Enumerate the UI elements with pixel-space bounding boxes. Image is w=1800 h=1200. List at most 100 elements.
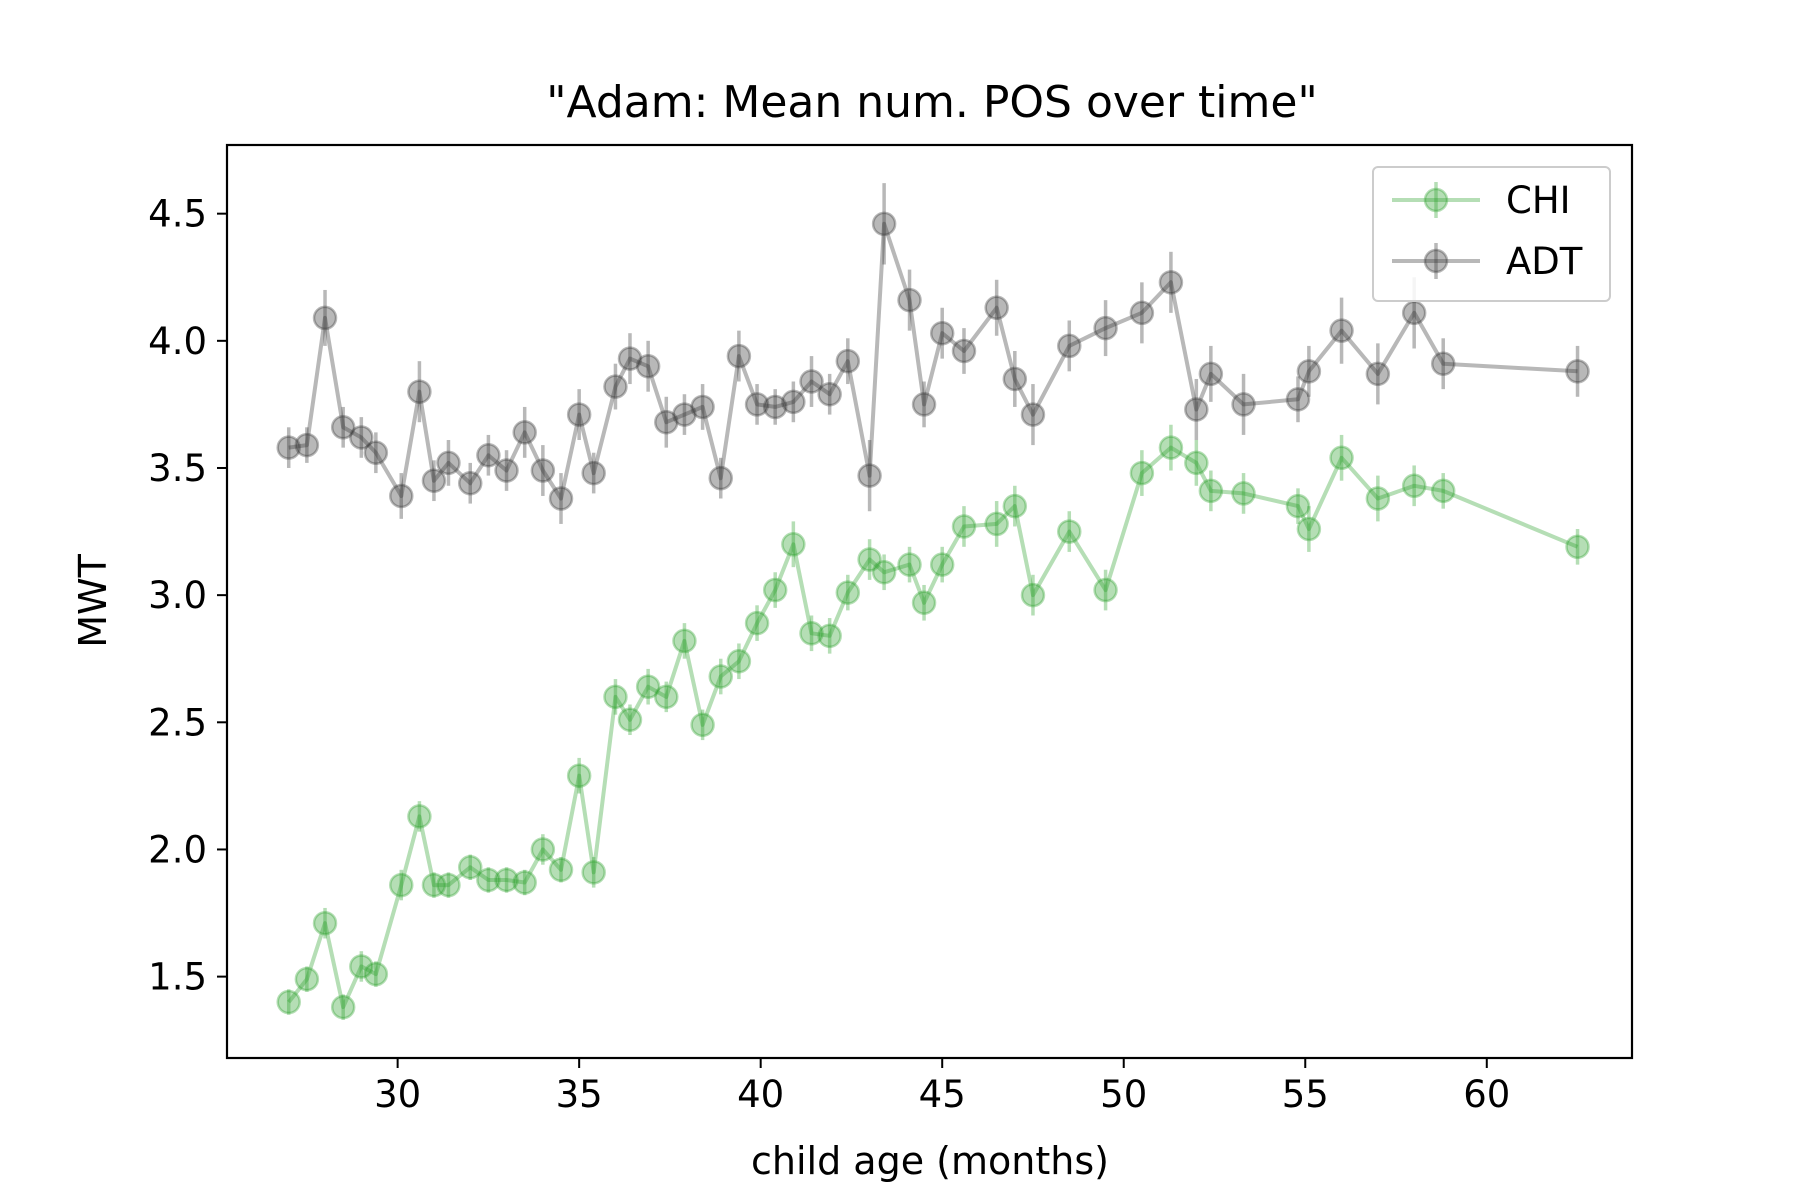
data-point xyxy=(617,707,643,733)
data-point xyxy=(1296,359,1322,384)
x-tick-label: 50 xyxy=(1100,1073,1147,1116)
data-point xyxy=(276,435,301,460)
legend: CHI ADT xyxy=(1372,166,1611,302)
y-tick-label: 2.5 xyxy=(148,701,207,744)
data-point xyxy=(421,872,447,898)
data-point xyxy=(1565,359,1590,384)
data-point xyxy=(726,343,752,369)
data-point xyxy=(951,338,977,364)
data-point xyxy=(708,465,733,491)
x-tick-label: 55 xyxy=(1282,1073,1329,1116)
plot-frame xyxy=(225,143,1634,1060)
data-point xyxy=(951,514,977,539)
data-point xyxy=(984,295,1009,321)
data-point xyxy=(871,560,897,585)
plot-area xyxy=(276,183,1590,1020)
data-point xyxy=(330,994,356,1020)
data-point xyxy=(312,305,338,331)
data-point xyxy=(781,389,806,415)
data-point xyxy=(1430,478,1456,504)
data-point xyxy=(407,804,432,829)
data-point xyxy=(726,649,752,674)
series-line xyxy=(287,445,1579,1010)
data-point xyxy=(654,684,679,710)
data-point xyxy=(690,394,715,420)
data-point xyxy=(476,867,501,893)
data-point xyxy=(1365,361,1391,387)
data-point xyxy=(799,621,824,646)
data-point xyxy=(911,392,937,417)
data-point xyxy=(457,855,483,880)
data-point xyxy=(672,402,697,427)
data-point xyxy=(363,961,389,987)
data-point xyxy=(1129,460,1155,486)
data-point xyxy=(762,394,788,420)
y-tick-label: 3.0 xyxy=(148,574,207,617)
data-point xyxy=(1158,270,1184,295)
data-point xyxy=(690,712,715,738)
data-point xyxy=(1231,481,1256,506)
data-point xyxy=(566,763,592,788)
data-point xyxy=(1020,582,1046,608)
data-point xyxy=(407,379,432,404)
y-tick-label: 1.5 xyxy=(148,956,207,999)
x-tick-label: 40 xyxy=(737,1073,784,1116)
series-adt xyxy=(276,183,1590,524)
data-point xyxy=(476,443,501,468)
data-point xyxy=(708,664,733,689)
data-point xyxy=(781,532,806,557)
data-point xyxy=(389,483,414,509)
data-point xyxy=(1565,534,1590,560)
y-tick-label: 2.0 xyxy=(148,828,207,871)
data-point xyxy=(294,432,320,458)
y-axis-label: MWT xyxy=(71,553,115,647)
data-point xyxy=(494,458,519,483)
data-point xyxy=(349,954,374,979)
data-point xyxy=(897,287,922,313)
data-point xyxy=(911,590,937,616)
data-point xyxy=(1430,351,1456,376)
data-point xyxy=(1057,519,1082,544)
data-point xyxy=(363,440,389,465)
data-point xyxy=(635,354,661,379)
data-point xyxy=(548,486,574,511)
data-point xyxy=(436,450,461,476)
data-point xyxy=(548,857,574,883)
data-point xyxy=(1231,392,1256,417)
y-tick-label: 4.0 xyxy=(148,320,207,363)
data-point xyxy=(1401,473,1427,499)
legend-marker xyxy=(1423,248,1449,274)
data-point xyxy=(1020,402,1046,427)
data-point xyxy=(929,552,955,577)
data-point xyxy=(421,468,447,493)
y-tick-label: 3.5 xyxy=(148,447,207,490)
data-point xyxy=(929,320,955,346)
data-point xyxy=(1184,397,1209,422)
legend-label: CHI xyxy=(1506,179,1571,222)
data-point xyxy=(1184,450,1209,476)
data-point xyxy=(1093,315,1118,341)
data-point xyxy=(654,409,679,435)
chart-title: "Adam: Mean num. POS over time" xyxy=(546,77,1317,128)
data-point xyxy=(857,463,882,488)
x-tick-label: 30 xyxy=(374,1073,421,1116)
data-point xyxy=(1401,300,1427,326)
data-point xyxy=(897,552,922,577)
data-point xyxy=(530,458,556,483)
data-point xyxy=(1093,577,1118,603)
data-point xyxy=(744,392,770,417)
x-tick-label: 60 xyxy=(1463,1073,1510,1116)
data-point xyxy=(603,684,628,710)
data-point xyxy=(1129,300,1155,326)
data-point xyxy=(276,989,301,1015)
series-chi xyxy=(276,424,1590,1020)
data-point xyxy=(349,425,374,450)
data-point xyxy=(1296,516,1322,542)
data-point xyxy=(330,415,356,440)
legend-frame xyxy=(1372,166,1611,302)
data-point xyxy=(744,610,770,636)
legend-entry-chi: CHI xyxy=(1392,179,1571,222)
data-point xyxy=(1285,387,1311,412)
data-point xyxy=(603,374,628,399)
x-axis-label: child age (months) xyxy=(751,1139,1109,1183)
